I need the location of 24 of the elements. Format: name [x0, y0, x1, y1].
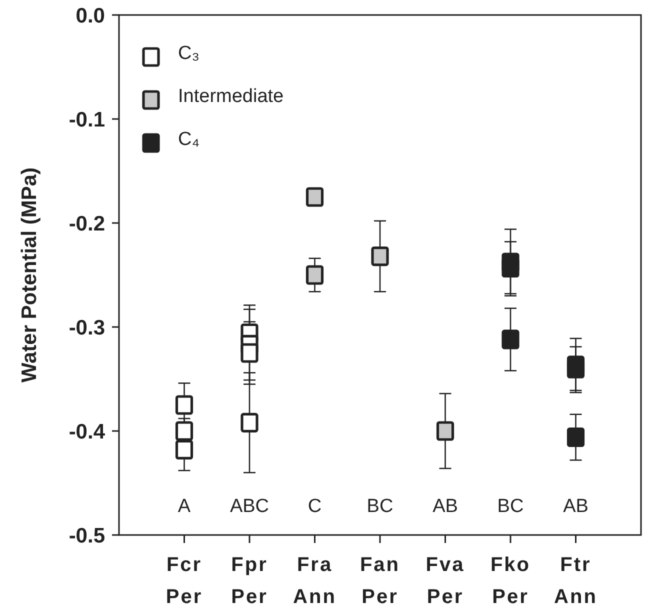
y-axis-title: Water Potential (MPa) — [18, 167, 41, 383]
annotation: C — [308, 496, 322, 517]
annotation: AB — [563, 496, 588, 517]
y-tick-label: -0.5 — [68, 524, 106, 548]
legend-label: Intermediate — [178, 86, 284, 107]
legend-label: C₄ — [178, 128, 200, 150]
y-tick-label: -0.1 — [68, 108, 106, 132]
legend-label: C₃ — [178, 42, 200, 64]
annotation: BC — [366, 496, 394, 517]
x-tick-label: Ftr Ann — [554, 554, 598, 604]
x-tick-label: Fpr Per — [231, 554, 268, 604]
x-tick-label: Fra Ann — [293, 554, 336, 604]
y-tick-label: -0.3 — [68, 316, 105, 340]
annotation: ABC — [230, 496, 270, 517]
annotation: A — [178, 496, 191, 517]
x-tick-label: Fva Per — [426, 554, 465, 604]
y-tick-label: -0.2 — [68, 212, 105, 236]
y-tick-label: -0.4 — [68, 420, 106, 444]
annotation: AB — [432, 496, 458, 517]
x-tick-label: Fcr Per — [166, 554, 203, 604]
y-tick-label: 0.0 — [76, 4, 105, 28]
x-tick-label: Fan Per — [360, 554, 400, 604]
annotation: BC — [497, 496, 524, 517]
x-tick-label: Fko Per — [490, 554, 531, 604]
